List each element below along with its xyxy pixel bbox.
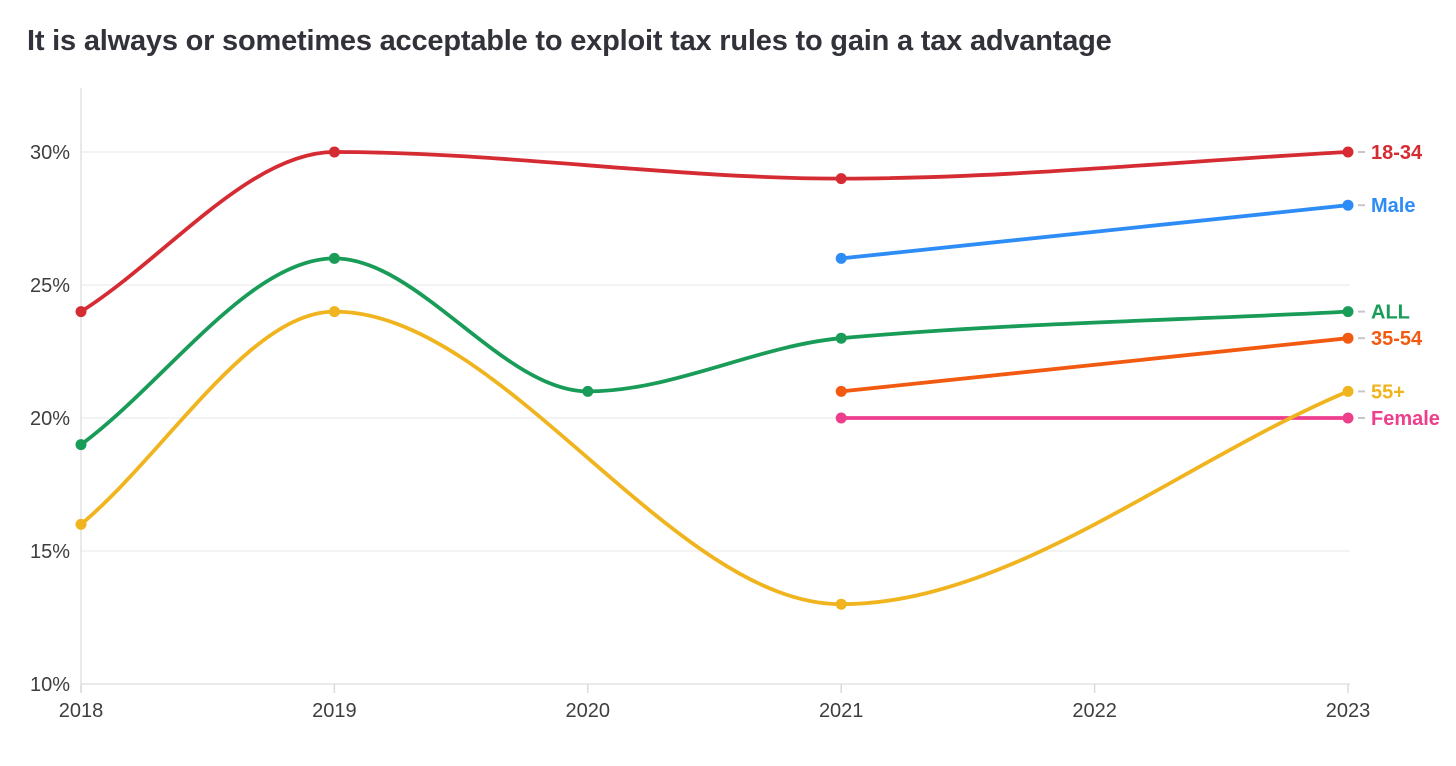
series-line-male xyxy=(839,203,1350,261)
x-tick-label-2019: 2019 xyxy=(312,700,357,722)
series-label-male: Male xyxy=(1371,195,1415,217)
data-point-35-54-2021 xyxy=(835,385,847,397)
data-point-18-34-2019 xyxy=(328,146,340,158)
series-line-35-54 xyxy=(839,336,1350,394)
series-line-18-34 xyxy=(79,150,1350,314)
data-point-male-2021 xyxy=(835,252,847,264)
data-point-male-2023 xyxy=(1342,199,1354,211)
data-point-55-2023 xyxy=(1342,385,1354,397)
data-point-all-2018 xyxy=(75,439,87,451)
y-tick-label-15: 15% xyxy=(30,541,70,563)
series-label-female: Female xyxy=(1371,408,1440,430)
x-tick-label-2020: 2020 xyxy=(566,700,611,722)
y-tick-label-10: 10% xyxy=(30,674,70,696)
y-tick-label-25: 25% xyxy=(30,275,70,297)
line-chart-svg: 2018 2019 2020 2021 2022 2023 10% 15% 20% 25% 30% F… xyxy=(30,88,1440,722)
series-label-18-34: 18-34 xyxy=(1371,142,1423,164)
chart-title: It is always or sometimes acceptable to … xyxy=(27,25,1112,57)
series-label-35-54: 35-54 xyxy=(1371,328,1423,350)
series-line-55 xyxy=(79,309,1350,607)
data-point-all-2023 xyxy=(1342,306,1354,318)
series-label-55: 55+ xyxy=(1371,381,1405,403)
y-tick-label-20: 20% xyxy=(30,408,70,430)
x-tick-label-2021: 2021 xyxy=(819,700,864,722)
data-point-18-34-2021 xyxy=(835,173,847,185)
data-point-18-34-2018 xyxy=(75,306,87,318)
data-point-all-2019 xyxy=(328,252,340,264)
series-label-all: ALL xyxy=(1371,302,1410,324)
data-point-55-2018 xyxy=(75,518,87,530)
data-point-18-34-2023 xyxy=(1342,146,1354,158)
data-point-all-2021 xyxy=(835,332,847,344)
y-tick-label-30: 30% xyxy=(30,142,70,164)
data-point-55-2019 xyxy=(328,306,340,318)
data-point-55-2021 xyxy=(835,598,847,610)
data-point-female-2021 xyxy=(835,412,847,424)
data-point-all-2020 xyxy=(582,385,594,397)
x-tick-label-2023: 2023 xyxy=(1326,700,1371,722)
data-point-female-2023 xyxy=(1342,412,1354,424)
x-tick-label-2018: 2018 xyxy=(59,700,104,722)
x-tick-label-2022: 2022 xyxy=(1072,700,1117,722)
data-point-35-54-2023 xyxy=(1342,332,1354,344)
